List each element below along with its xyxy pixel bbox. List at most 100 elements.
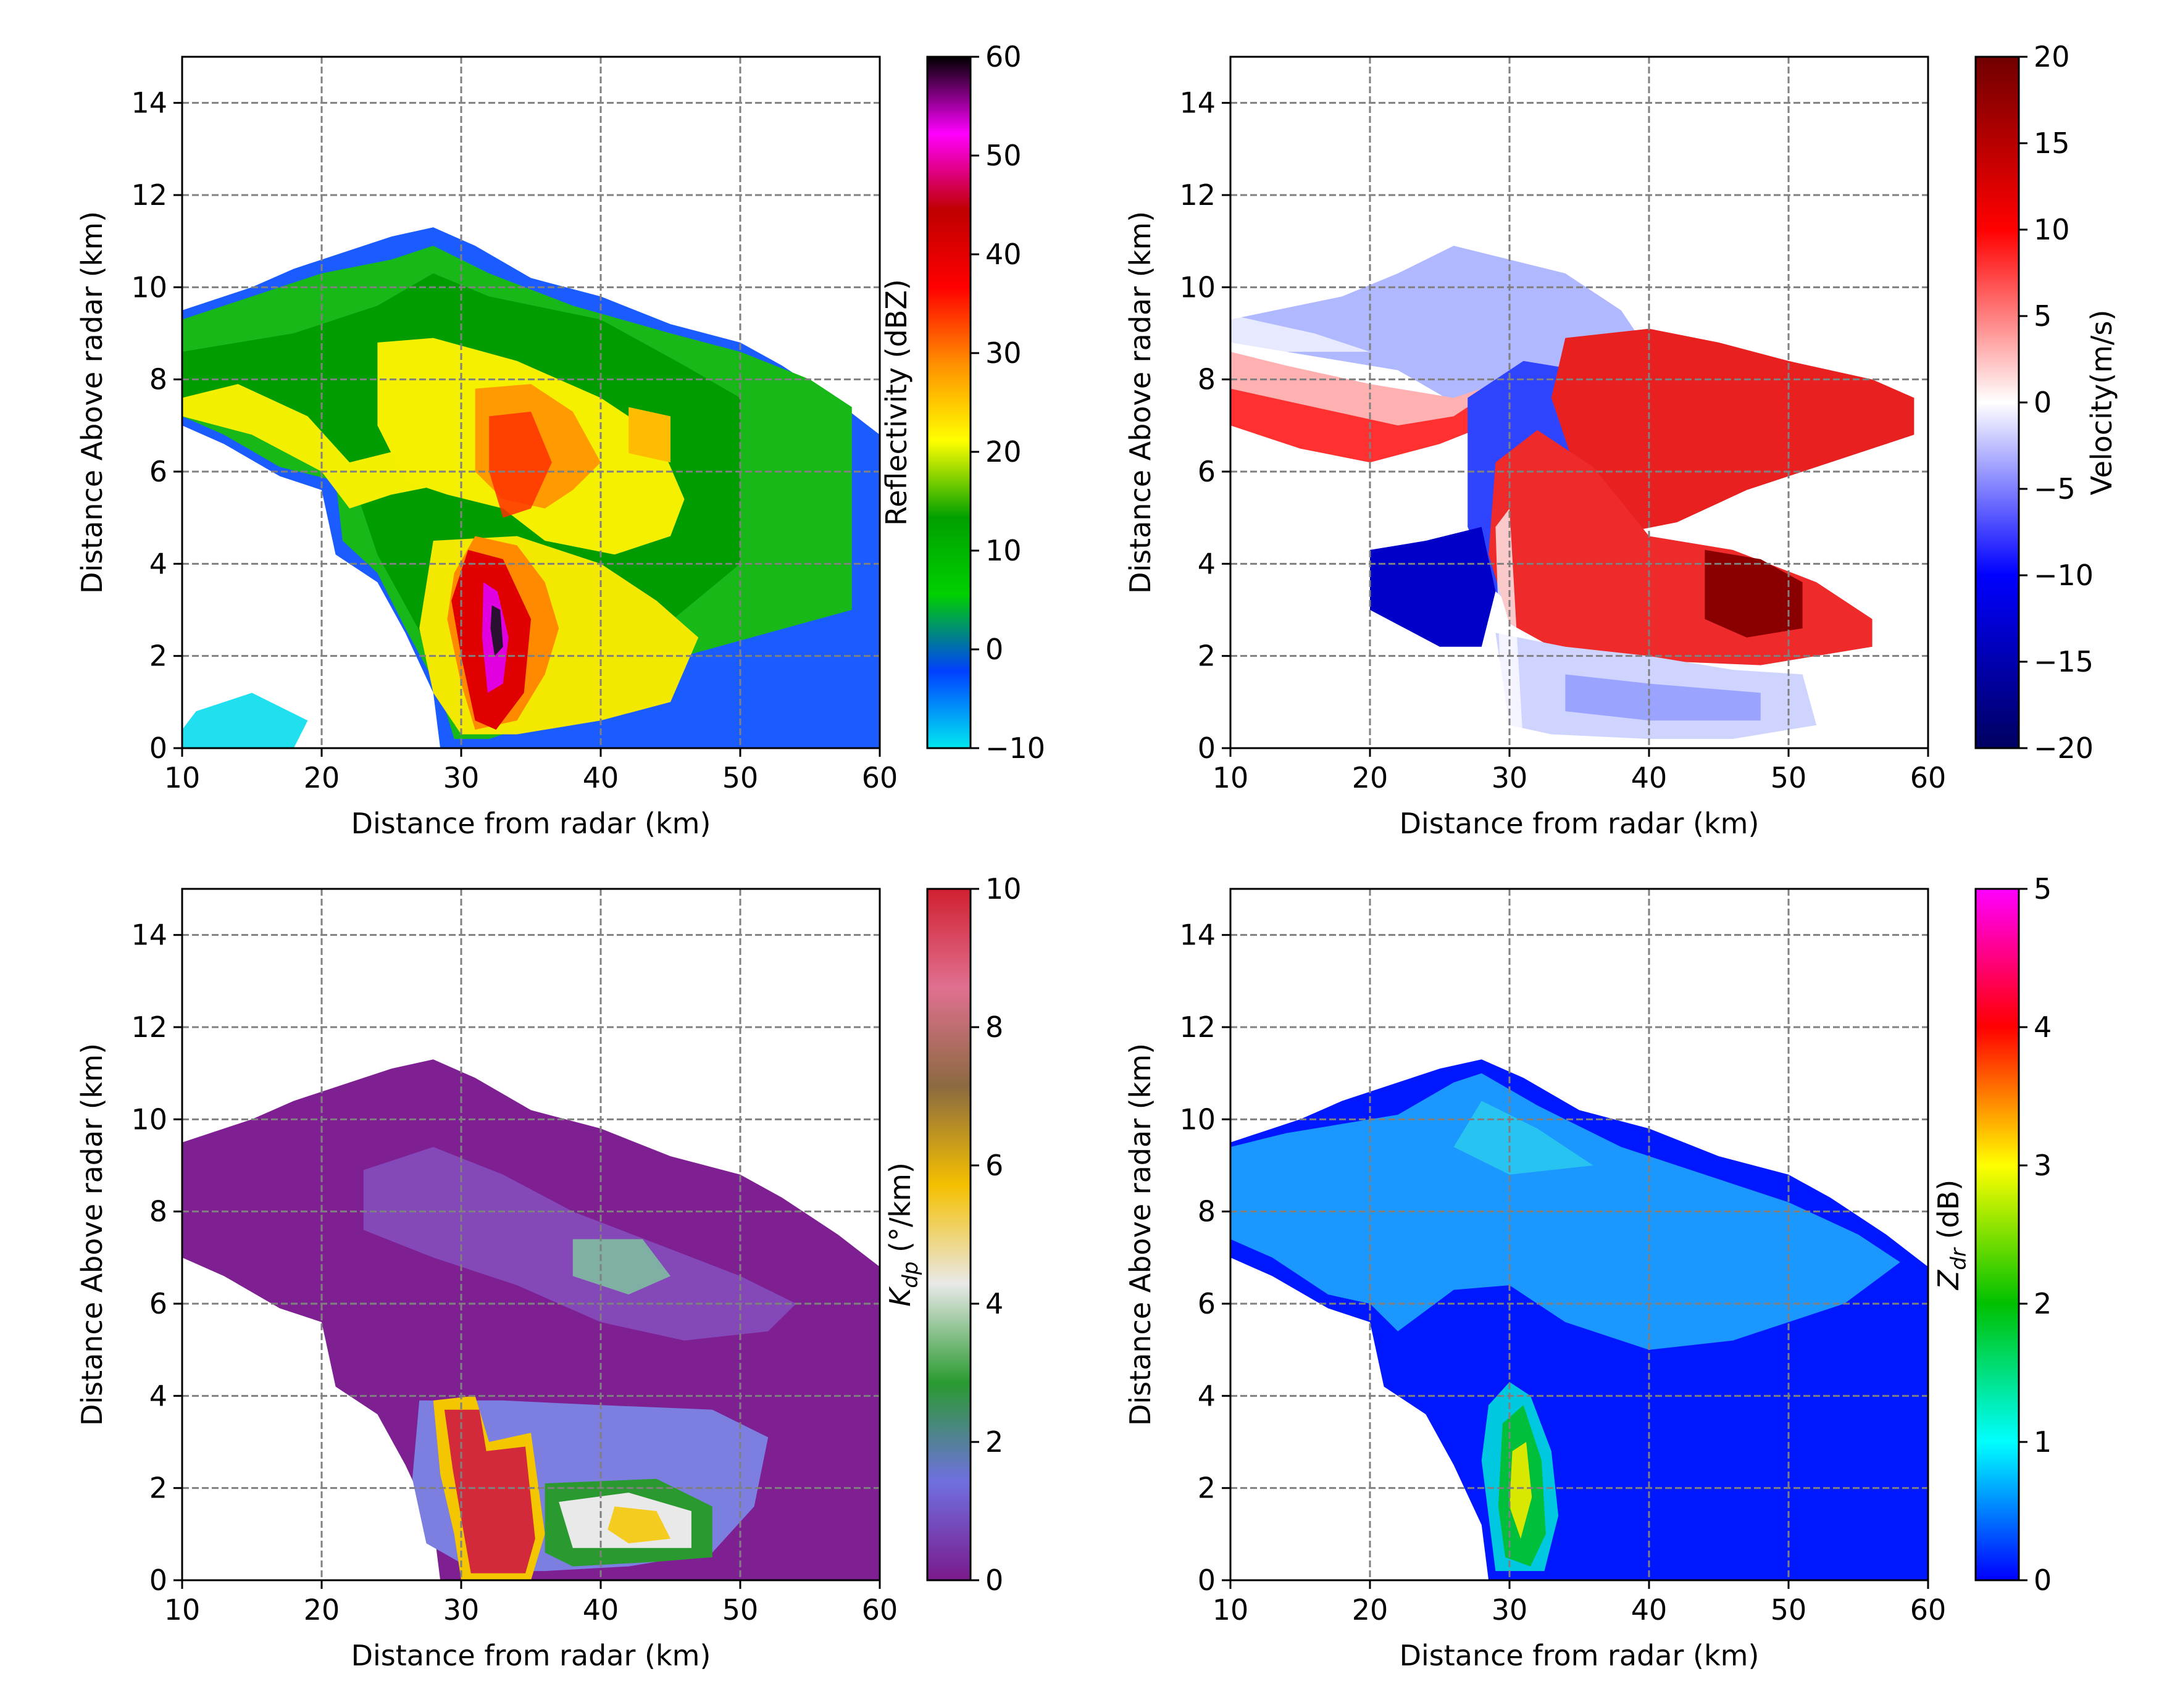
- y-tick-label: 12: [131, 178, 167, 212]
- y-tick-label: 10: [1179, 1102, 1216, 1136]
- y-axis-label: Distance Above radar (km): [1124, 1043, 1157, 1426]
- echo-region: [1495, 508, 1524, 748]
- echo-region: [1509, 1442, 1532, 1539]
- y-tick-label: 2: [149, 1472, 167, 1505]
- y-tick-label: 10: [1179, 270, 1216, 304]
- y-tick-label: 4: [1198, 1379, 1216, 1412]
- echo-region: [1230, 315, 1370, 352]
- colorbar: [926, 56, 972, 749]
- colorbar-label-main: K: [883, 1286, 917, 1307]
- x-tick-label: 50: [1771, 1593, 1807, 1627]
- axes-frame: [181, 56, 881, 749]
- axes-frame: [1229, 888, 1929, 1581]
- y-tick-label: 2: [1198, 1472, 1216, 1505]
- x-tick-label: 60: [1910, 1593, 1947, 1627]
- colorbar-tick-label: 20: [2034, 40, 2070, 73]
- colorbar: [1974, 888, 2020, 1581]
- colorbar-tick-label: 8: [985, 1010, 1003, 1044]
- y-tick-label: 10: [131, 270, 167, 304]
- colorbar-tick-label: 4: [985, 1287, 1003, 1320]
- axes-frame: [1229, 56, 1929, 749]
- colorbar-tick-label: 2: [985, 1425, 1003, 1459]
- y-tick-label: 4: [149, 547, 167, 580]
- colorbar: [926, 888, 972, 1581]
- x-tick-label: 60: [1910, 761, 1947, 794]
- colorbar: [1974, 56, 2020, 749]
- echo-region: [1565, 674, 1761, 721]
- echo-region: [608, 1506, 670, 1544]
- y-tick-label: 4: [149, 1379, 167, 1412]
- echo-region: [1230, 1073, 1900, 1350]
- echo-region: [572, 1239, 670, 1295]
- colorbar-tick-label: 40: [985, 238, 1022, 271]
- y-tick-label: 0: [149, 731, 167, 765]
- x-axis-label: Distance from radar (km): [351, 1639, 711, 1672]
- echo-region: [1230, 246, 1649, 402]
- echo-region: [444, 1409, 535, 1573]
- colorbar-tick-label: −20: [2034, 731, 2094, 765]
- colorbar-tick-label: 5: [2034, 872, 2052, 906]
- y-tick-label: 12: [1179, 178, 1216, 212]
- colorbar-label-unit: (°/km): [883, 1162, 917, 1261]
- y-axis-label: Distance Above radar (km): [75, 211, 109, 594]
- colorbar-tick-label: 4: [2034, 1010, 2052, 1044]
- colorbar-tick-label: 0: [985, 633, 1003, 666]
- y-tick-label: 14: [131, 86, 167, 120]
- y-tick-label: 14: [1179, 86, 1216, 120]
- x-tick-label: 20: [1352, 1593, 1388, 1627]
- y-tick-label: 8: [1198, 363, 1216, 396]
- y-tick-label: 6: [149, 455, 167, 488]
- colorbar-label: Kdp (°/km): [883, 1162, 923, 1307]
- colorbar-tick-label: −10: [2034, 559, 2094, 592]
- y-tick-label: 12: [131, 1010, 167, 1044]
- colorbar-tick-label: 15: [2034, 127, 2070, 160]
- colorbar-tick-label: −5: [2034, 472, 2076, 506]
- x-tick-label: 10: [164, 1593, 201, 1627]
- echo-region: [628, 407, 670, 463]
- x-tick-label: 60: [862, 1593, 898, 1627]
- colorbar-tick-label: 10: [985, 534, 1022, 567]
- y-tick-label: 4: [1198, 547, 1216, 580]
- colorbar-tick-label: 20: [985, 435, 1022, 469]
- radar-field: [1230, 1059, 1928, 1580]
- y-tick-label: 0: [149, 1564, 167, 1597]
- y-tick-label: 8: [149, 1195, 167, 1228]
- colorbar-tick-label: 10: [985, 872, 1022, 906]
- colorbar-label-sub: dr: [1947, 1247, 1971, 1270]
- y-tick-label: 0: [1198, 731, 1216, 765]
- x-tick-label: 30: [443, 1593, 480, 1627]
- echo-region: [1551, 328, 1914, 536]
- radar-field: [182, 1059, 880, 1580]
- colorbar-tick-label: 50: [985, 139, 1022, 172]
- x-axis-label: Distance from radar (km): [1400, 807, 1760, 840]
- y-tick-label: 0: [1198, 1564, 1216, 1597]
- echo-region: [490, 605, 503, 656]
- grid: [1229, 889, 1929, 1581]
- x-tick-label: 10: [1213, 761, 1249, 794]
- y-tick-label: 8: [149, 363, 167, 396]
- y-tick-label: 12: [1179, 1010, 1216, 1044]
- x-axis-label: Distance from radar (km): [351, 807, 711, 840]
- colorbar-tick-label: 3: [2034, 1149, 2052, 1182]
- y-tick-label: 2: [149, 639, 167, 673]
- y-tick-label: 14: [1179, 919, 1216, 952]
- x-tick-label: 20: [1352, 761, 1388, 794]
- colorbar-tick-label: 6: [985, 1149, 1003, 1182]
- x-tick-label: 20: [304, 1593, 340, 1627]
- x-tick-label: 10: [1213, 1593, 1249, 1627]
- echo-region: [182, 693, 308, 748]
- y-tick-label: 6: [1198, 455, 1216, 488]
- x-tick-label: 50: [722, 761, 759, 794]
- colorbar-tick-label: −15: [2034, 645, 2094, 678]
- colorbar-tick-label: 30: [985, 336, 1022, 370]
- axes-frame: [181, 888, 881, 1581]
- x-tick-label: 40: [583, 761, 619, 794]
- colorbar-tick-label: 10: [2034, 213, 2070, 246]
- colorbar-tick-label: 5: [2034, 299, 2052, 333]
- colorbar-label-main: Z: [1932, 1269, 1965, 1291]
- x-tick-label: 50: [1771, 761, 1807, 794]
- echo-region: [489, 411, 552, 518]
- x-tick-label: 20: [304, 761, 340, 794]
- colorbar-label: Zdr (dB): [1932, 1180, 1971, 1291]
